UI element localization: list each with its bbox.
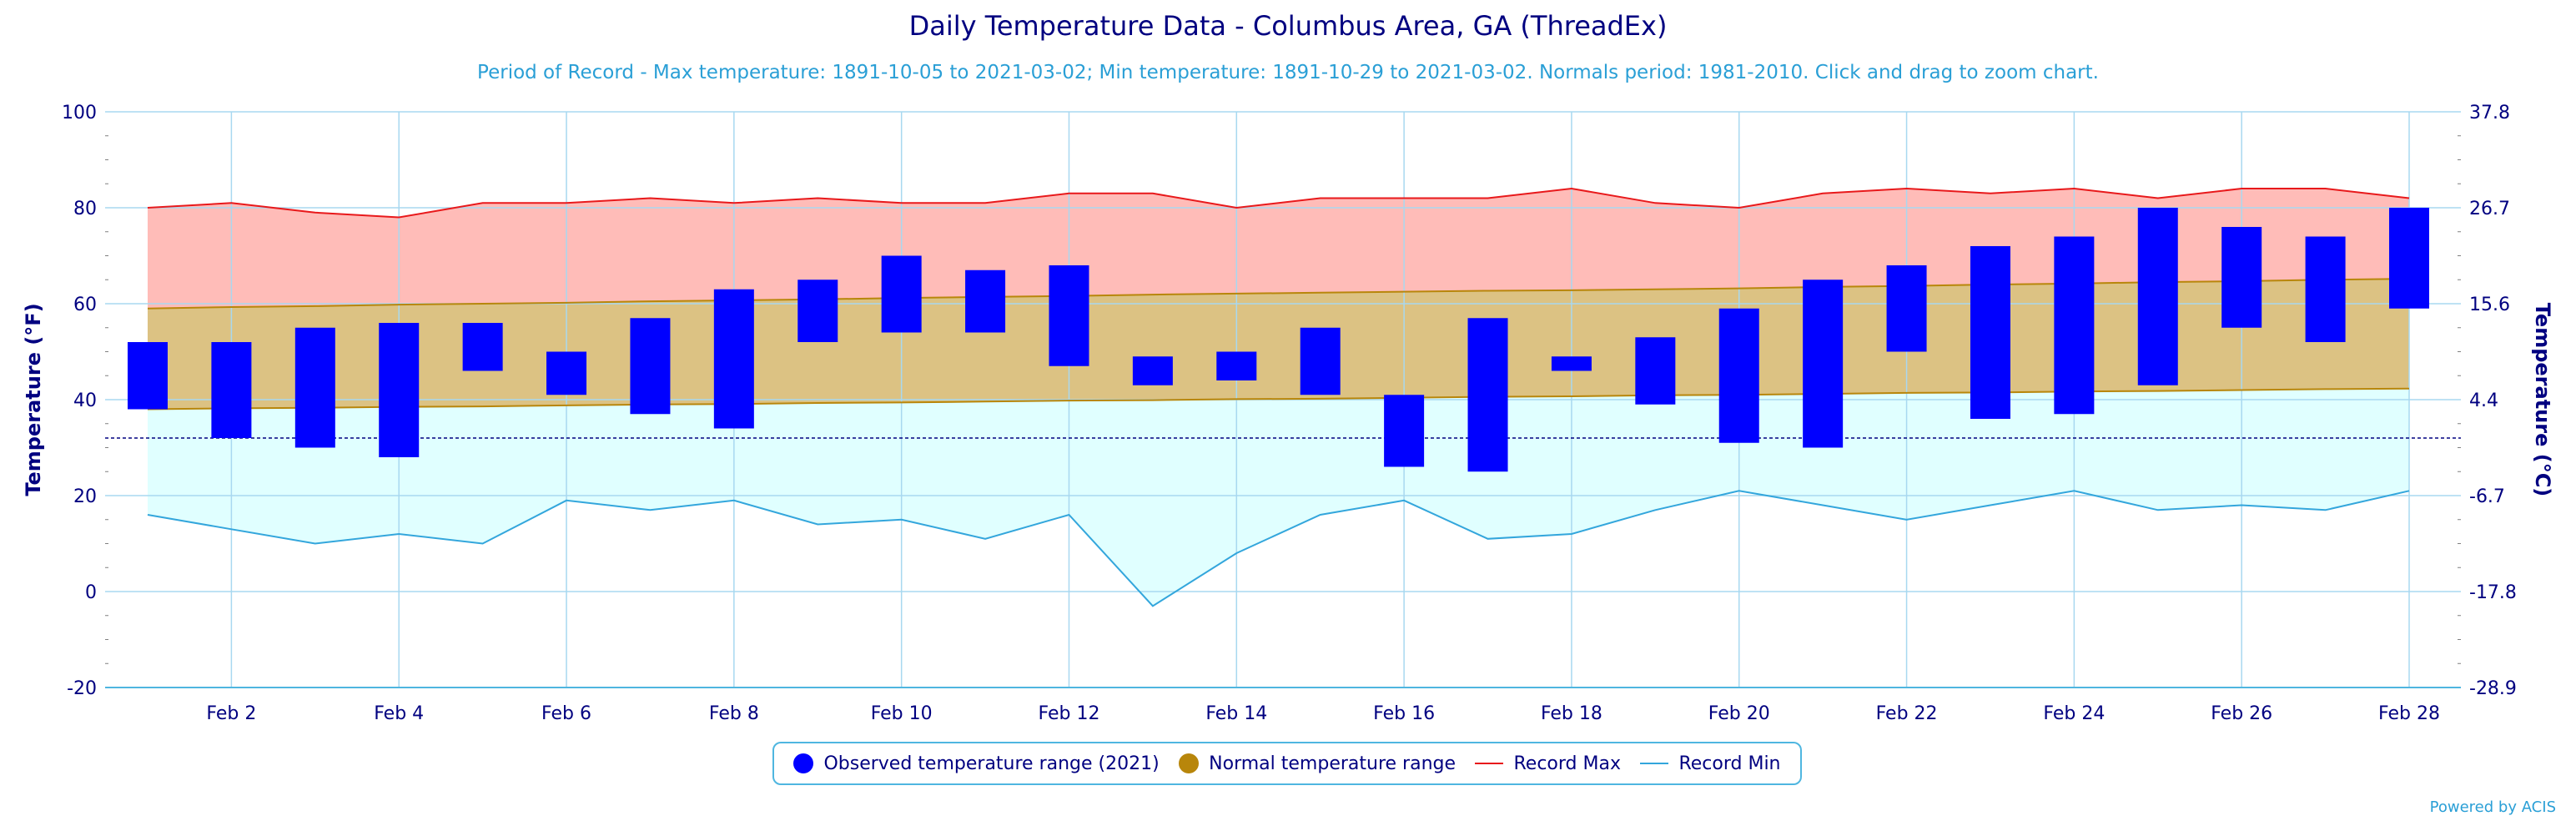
x-tick-label: Feb 26: [2211, 703, 2272, 724]
x-tick-label: Feb 24: [2043, 703, 2105, 724]
record-max-line-icon: [1475, 763, 1504, 764]
legend-label: Record Min: [1678, 753, 1781, 774]
observed-bar: [1635, 337, 1676, 405]
record-max-line: [147, 187, 2410, 219]
y-tick-label: 40: [73, 390, 97, 411]
observed-bar: [2221, 227, 2262, 328]
observed-bar: [630, 318, 671, 415]
chart-subtitle: Period of Record - Max temperature: 1891…: [477, 62, 2099, 83]
y2-tick-label: 37.8: [2469, 103, 2510, 123]
observed-bar: [1718, 308, 1759, 443]
normal-range-area: [148, 279, 2409, 410]
observed-bar: [546, 351, 587, 395]
chart-legend: Observed temperature range (2021) Normal…: [772, 742, 1802, 785]
x-tick-label: Feb 20: [1708, 703, 1770, 724]
x-tick-label: Feb 8: [709, 703, 759, 724]
x-tick-label: Feb 12: [1039, 703, 1100, 724]
observed-bar: [881, 255, 922, 333]
observed-bar: [1049, 265, 1089, 366]
observed-bar: [1970, 246, 2010, 419]
legend-item-observed[interactable]: Observed temperature range (2021): [793, 753, 1160, 774]
observed-bar: [1467, 318, 1508, 472]
y2-tick-label: 26.7: [2469, 199, 2510, 219]
observed-bar: [1132, 356, 1173, 385]
y2-axis-title: Temperature (°C): [2531, 303, 2554, 497]
series-lines: [147, 187, 2410, 607]
axes: -20 -28.9 0 -17.8 20 -6.7 40 4.4 60 15.6 80 26.7 100…: [22, 103, 2554, 724]
observed-bar: [1886, 265, 1927, 352]
x-tick-label: Feb 16: [1373, 703, 1435, 724]
x-tick-label: Feb 2: [206, 703, 256, 724]
legend-label: Record Max: [1513, 753, 1621, 774]
observed-bar: [1551, 356, 1592, 371]
y-tick-label: 80: [73, 199, 97, 219]
y-tick-label: 20: [73, 486, 97, 507]
x-tick-label: Feb 22: [1876, 703, 1938, 724]
observed-bar: [713, 289, 754, 429]
y-tick-label: 100: [62, 103, 97, 123]
observed-bar: [128, 342, 168, 410]
legend-item-normal[interactable]: Normal temperature range: [1179, 753, 1456, 774]
legend-label: Normal temperature range: [1209, 753, 1457, 774]
observed-bar: [211, 342, 252, 438]
y-tick-label: 0: [85, 582, 97, 603]
record-min-line-icon: [1640, 763, 1669, 764]
observed-bar: [379, 323, 420, 457]
x-tick-label: Feb 4: [374, 703, 424, 724]
legend-item-record-max[interactable]: Record Max: [1475, 753, 1621, 774]
normal-high-line: [147, 278, 2410, 310]
chart-title: Daily Temperature Data - Columbus Area, …: [908, 10, 1668, 42]
record-min-line: [147, 490, 2410, 607]
normal-dot-icon: [1179, 753, 1200, 773]
observed-bar: [2305, 236, 2346, 342]
y2-tick-label: 15.6: [2469, 295, 2510, 315]
x-tick-label: Feb 18: [1541, 703, 1602, 724]
observed-bar: [2389, 208, 2429, 309]
credits-link[interactable]: Powered by ACIS: [2429, 798, 2556, 816]
observed-bar: [965, 269, 1006, 333]
record-max-area: [148, 189, 2409, 309]
normal-low-line: [147, 387, 2410, 410]
y2-tick-label: -17.8: [2469, 582, 2517, 603]
legend-label: Observed temperature range (2021): [823, 753, 1160, 774]
x-tick-label: Feb 6: [541, 703, 591, 724]
observed-bar: [797, 280, 838, 342]
observed-bar: [294, 327, 335, 448]
observed-bars: [128, 208, 2429, 472]
observed-bar: [2137, 208, 2178, 385]
observed-bar: [1384, 395, 1425, 467]
observed-bar: [1216, 351, 1257, 380]
record-min-area: [148, 388, 2409, 607]
observed-bar: [1300, 327, 1341, 395]
observed-bar: [462, 323, 503, 371]
range-fills: [148, 189, 2409, 607]
observed-bar: [1803, 280, 1844, 448]
observed-dot-icon: [793, 753, 814, 773]
y-axis-title: Temperature (°F): [22, 303, 45, 496]
y-tick-label: 60: [73, 295, 97, 315]
observed-bar: [2054, 236, 2095, 415]
y-tick-label: -20: [67, 678, 97, 699]
x-tick-label: Feb 10: [871, 703, 933, 724]
y2-tick-label: 4.4: [2469, 390, 2498, 411]
y2-tick-label: -28.9: [2469, 678, 2517, 699]
x-tick-label: Feb 28: [2378, 703, 2440, 724]
x-tick-label: Feb 14: [1205, 703, 1267, 724]
legend-item-record-min[interactable]: Record Min: [1640, 753, 1781, 774]
y2-tick-label: -6.7: [2469, 486, 2505, 507]
